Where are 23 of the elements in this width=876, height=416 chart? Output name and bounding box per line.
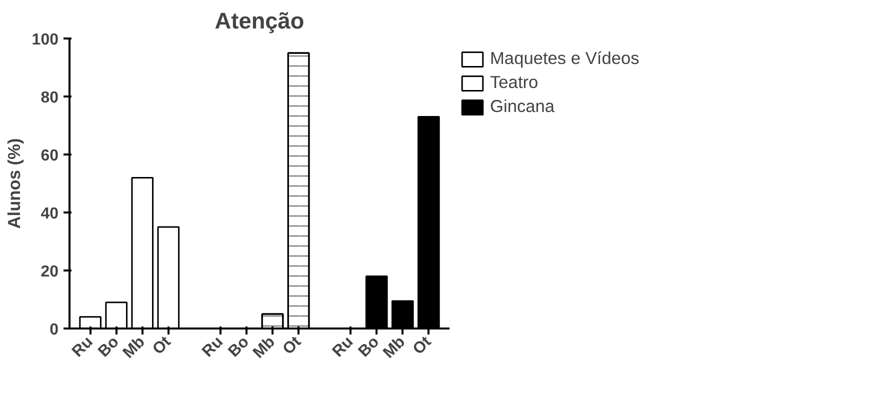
legend-label: Teatro xyxy=(490,72,538,93)
y-tick-label: 40 xyxy=(40,206,59,222)
legend-label: Maquetes e Vídeos xyxy=(490,48,640,69)
x-tick-label: Bo xyxy=(95,333,123,361)
x-tick-label: Ot xyxy=(280,333,306,358)
y-tick-label: 20 xyxy=(40,264,59,280)
legend-label: Gincana xyxy=(490,96,555,117)
x-tick-label: Mb xyxy=(120,333,149,362)
x-tick-label: Ot xyxy=(150,333,175,358)
x-tick-label: Mb xyxy=(380,333,409,362)
x-tick-label: Ot xyxy=(410,333,436,358)
y-tick-label: 100 xyxy=(32,32,59,48)
x-tick-label: Ru xyxy=(330,333,357,361)
x-tick-label: Bo xyxy=(225,333,253,361)
x-tick-label: Ru xyxy=(69,333,96,361)
chart-title: Atenção xyxy=(214,8,304,34)
y-axis-title: Alunos (%) xyxy=(4,138,24,229)
y-tick-label: 80 xyxy=(40,90,59,106)
x-tick-label: Ru xyxy=(199,333,226,361)
y-tick-label: 0 xyxy=(50,322,59,338)
x-tick-label: Mb xyxy=(250,333,279,362)
y-tick-label: 60 xyxy=(40,148,59,164)
x-tick-label: Bo xyxy=(356,333,383,361)
